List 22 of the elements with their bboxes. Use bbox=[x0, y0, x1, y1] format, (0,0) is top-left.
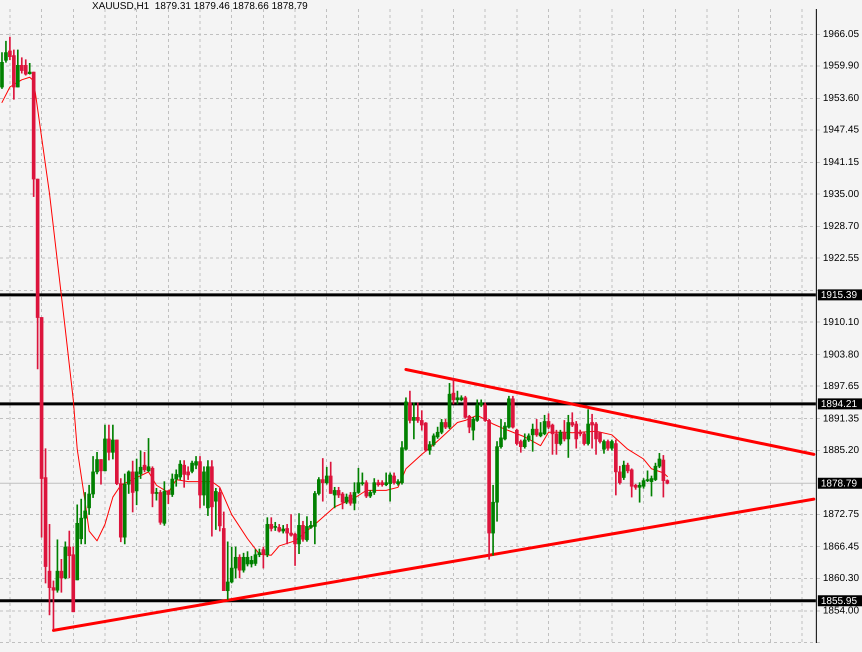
ref-line-label: 1855.95 bbox=[820, 596, 858, 608]
y-tick-label: 1941.15 bbox=[822, 157, 860, 168]
y-tick-label: 1897.65 bbox=[822, 380, 860, 392]
ref-line-label: 1878.79 bbox=[820, 478, 858, 490]
y-tick-label: 1953.60 bbox=[822, 93, 860, 104]
chart-title: XAUUSD,H1 1879.31 1879.46 1878.66 1878.79 bbox=[92, 1, 308, 12]
y-tick-label: 1947.45 bbox=[822, 124, 860, 136]
ref-line-label: 1894.21 bbox=[820, 399, 858, 410]
y-tick-label: 1922.55 bbox=[822, 252, 860, 264]
y-tick-label: 1928.70 bbox=[822, 221, 860, 232]
y-tick-label: 1966.05 bbox=[822, 29, 860, 40]
y-tick-label: 1854.00 bbox=[822, 606, 860, 617]
y-tick-label: 1885.20 bbox=[822, 445, 860, 456]
y-tick-label: 1935.00 bbox=[822, 188, 860, 200]
y-tick-label: 1872.75 bbox=[822, 509, 860, 520]
y-tick-label: 1891.35 bbox=[822, 413, 860, 424]
y-tick-label: 1866.45 bbox=[822, 541, 860, 552]
y-tick-label: 1959.90 bbox=[822, 60, 860, 72]
y-tick-label: 1910.10 bbox=[822, 316, 860, 328]
y-tick-label: 1903.80 bbox=[822, 349, 860, 360]
ref-line-label: 1915.39 bbox=[820, 290, 858, 302]
y-tick-label: 1860.30 bbox=[822, 573, 860, 584]
